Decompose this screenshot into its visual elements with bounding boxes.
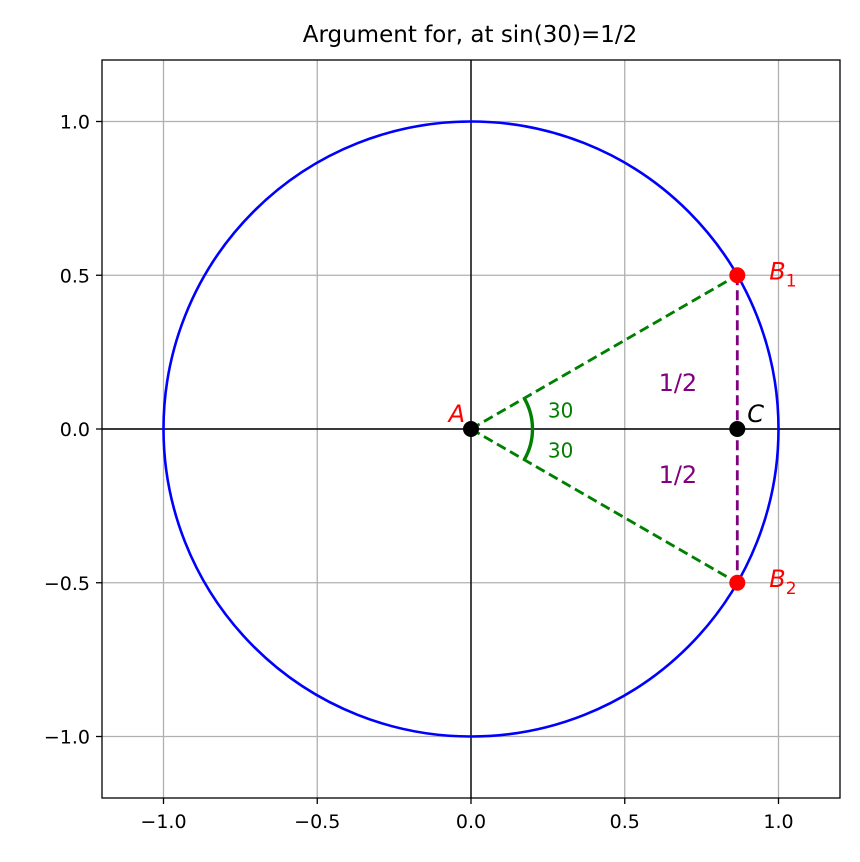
arc-layer — [522, 397, 535, 461]
point-label-B1: B1 — [769, 257, 796, 291]
dashed-segment-1 — [470, 427, 738, 584]
point-layer: A B1 B2 C — [447, 257, 797, 599]
point-label-B2: B2 — [769, 565, 796, 599]
angle-arc — [522, 397, 535, 461]
circle-layer — [162, 120, 780, 738]
y-tick-label-0: −1.0 — [44, 727, 90, 749]
point-B1 — [729, 267, 746, 284]
point-A — [463, 421, 479, 437]
y-tick-label-2: 0.0 — [60, 419, 90, 441]
x-tick-label-2: 0.0 — [456, 811, 486, 833]
tick-layer: −1.0 −0.5 0.0 0.5 1.0 −1.0 −0.5 0.0 0.5 1.0 — [44, 112, 794, 834]
plot-frame — [101, 59, 841, 799]
dashed-segment-0 — [470, 274, 738, 431]
annotation-3: 1/2 — [659, 461, 698, 489]
point-label-A: A — [447, 400, 465, 428]
annotation-1: 30 — [548, 439, 573, 463]
point-label-C: C — [747, 400, 764, 428]
point-B2 — [729, 574, 746, 591]
y-tick-label-1: −0.5 — [44, 573, 90, 595]
y-tick-label-4: 1.0 — [60, 112, 90, 134]
x-tick-label-1: −0.5 — [294, 811, 340, 833]
x-tick-label-3: 0.5 — [610, 811, 640, 833]
point-C — [729, 421, 746, 437]
x-tick-label-4: 1.0 — [763, 811, 793, 833]
unit-circle — [162, 120, 780, 738]
annotation-0: 30 — [548, 399, 573, 423]
y-tick-label-3: 0.5 — [60, 265, 90, 287]
chart-title: Argument for, at sin(30)=1/2 — [303, 22, 638, 48]
x-tick-label-0: −1.0 — [140, 811, 186, 833]
annotation-2: 1/2 — [659, 369, 698, 397]
annotation-layer: 30 30 1/2 1/2 — [548, 369, 697, 489]
